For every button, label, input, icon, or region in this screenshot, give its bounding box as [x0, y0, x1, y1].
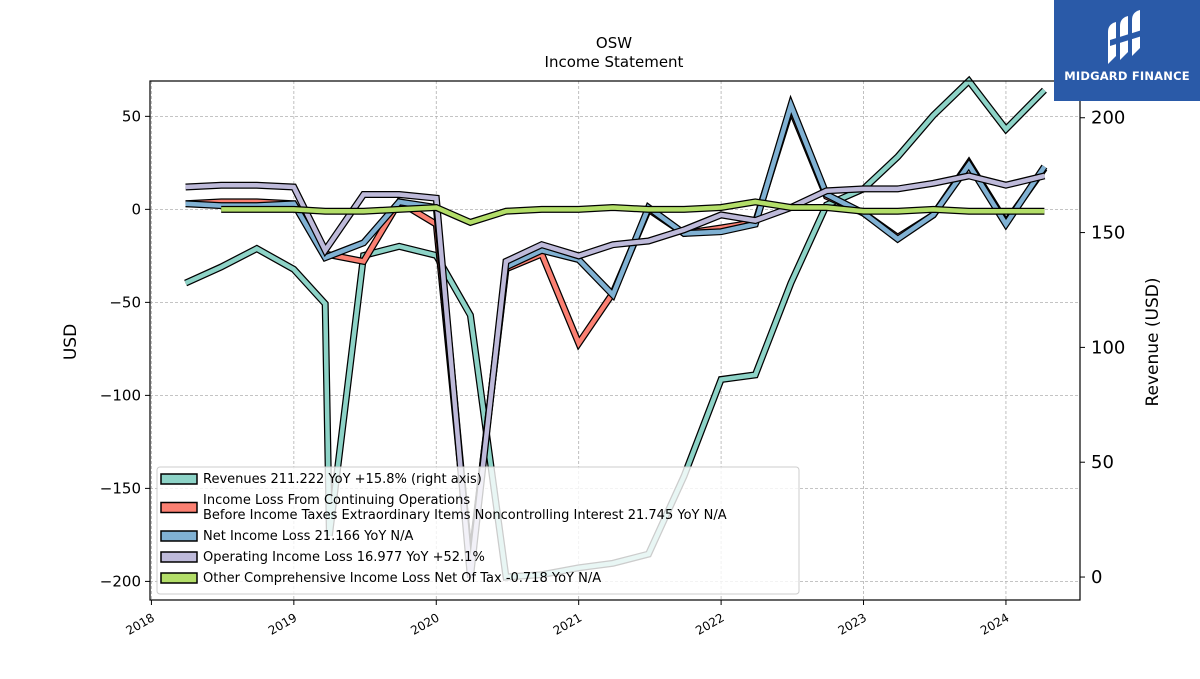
y-tick-label-left: −150 [100, 479, 141, 497]
legend: Revenues 211.222 YoY +15.8% (right axis)… [156, 466, 800, 595]
legend-label-line: Before Income Taxes Extraordinary Items … [203, 508, 727, 523]
axis-layer: 50 0 −50 −100 −150 −200 200 150 100 50 0 2018 2019 20… [100, 107, 1126, 638]
y-tick-label-left: 50 [122, 107, 141, 125]
legend-swatch [160, 530, 198, 542]
midgard-finance-logo: MIDGARD FINANCE [1054, 0, 1200, 101]
series-line-4 [185, 172, 1046, 579]
y-tick-label-left: −200 [100, 572, 141, 590]
x-tick-label: 2023 [836, 610, 869, 637]
plot-frame [149, 80, 1081, 601]
x-tick-label: 2024 [978, 610, 1011, 637]
x-tick-label: 2021 [551, 610, 584, 637]
legend-label: Income Loss From Continuing Operations Be… [203, 493, 727, 523]
chart-title: OSW [596, 34, 632, 52]
y-tick-label-left: −50 [109, 293, 141, 311]
chart-subtitle: Income Statement [545, 53, 684, 71]
legend-swatch [160, 551, 198, 563]
legend-label-line: Operating Income Loss 16.977 YoY +52.1% [203, 550, 485, 565]
series-line-3 [185, 94, 1048, 569]
series-stroke [221, 199, 1045, 225]
x-tick-label: 2022 [693, 610, 726, 637]
legend-label-line: Other Comprehensive Income Loss Net Of T… [203, 571, 601, 586]
legend-label-line: Income Loss From Continuing Operations [203, 493, 470, 508]
legend-label-line: Revenues 211.222 YoY +15.8% (right axis) [203, 472, 482, 487]
x-tick-label: 2019 [266, 610, 299, 637]
midgard-logo-icon [1108, 10, 1142, 64]
y-axis-label-left: USD [61, 324, 81, 360]
legend-swatch [160, 572, 198, 584]
y-tick-label-right: 100 [1091, 337, 1125, 358]
y-tick-label-right: 50 [1091, 452, 1114, 473]
legend-swatch [160, 501, 198, 514]
legend-label: Net Income Loss 21.166 YoY N/A [203, 529, 414, 544]
series-stroke [185, 173, 1045, 578]
series-stroke [185, 98, 1047, 569]
y-tick-label-left: 0 [131, 200, 141, 218]
y-tick-label-right: 0 [1091, 567, 1102, 588]
y-tick-label-left: −100 [100, 386, 141, 404]
y-tick-label-right: 200 [1091, 108, 1125, 129]
y-axis-label-right: Revenue (USD) [1143, 277, 1163, 406]
x-tick-label: 2020 [408, 610, 441, 637]
legend-label: Revenues 211.222 YoY +15.8% (right axis) [203, 472, 482, 487]
legend-label-line: Net Income Loss 21.166 YoY N/A [203, 529, 414, 544]
legend-swatch [160, 473, 198, 485]
legend-label: Operating Income Loss 16.977 YoY +52.1% [203, 550, 485, 565]
logo-text: MIDGARD FINANCE [1064, 69, 1190, 83]
x-tick-label: 2018 [123, 610, 156, 637]
legend-box [156, 466, 800, 595]
legend-label: Other Comprehensive Income Loss Net Of T… [203, 571, 601, 586]
series-line-5 [221, 198, 1045, 227]
y-tick-label-right: 150 [1091, 223, 1125, 244]
